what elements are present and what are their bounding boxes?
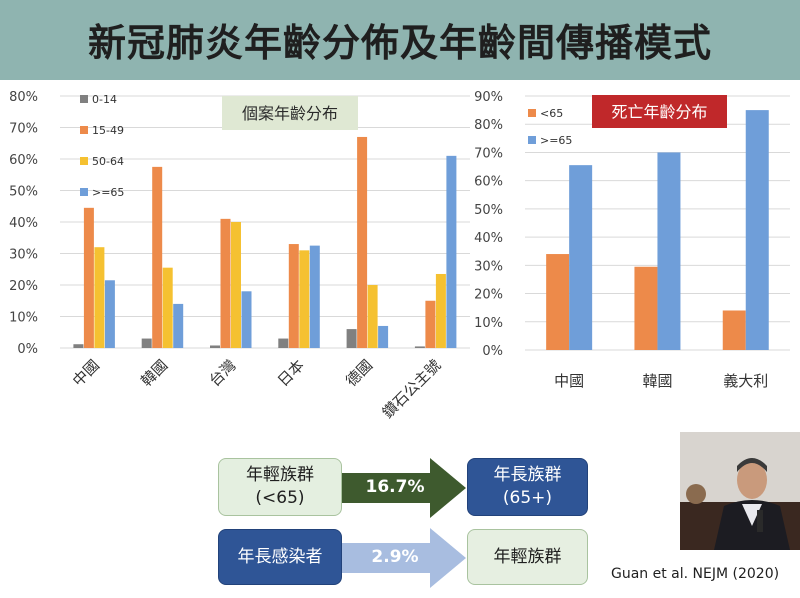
old-infected-box: 年長感染者 xyxy=(218,529,342,585)
bar xyxy=(162,267,173,348)
bar xyxy=(435,273,446,348)
bar xyxy=(83,207,94,348)
rate-old-to-young: 2.9% xyxy=(371,547,419,567)
x-tick-label: 鑽石公主號 xyxy=(379,356,445,422)
legend-swatch xyxy=(80,157,88,165)
y-tick-label: 80% xyxy=(9,90,38,105)
chart-title: 個案年齡分布 xyxy=(242,104,338,123)
legend-label: >=65 xyxy=(540,134,572,147)
chart-title: 死亡年齡分布 xyxy=(611,103,707,122)
legend-swatch xyxy=(80,95,88,103)
y-tick-label: 50% xyxy=(474,203,503,218)
bar xyxy=(745,110,769,350)
y-tick-label: 0% xyxy=(482,344,503,359)
chart-title-box xyxy=(222,96,358,130)
young-group-box-2: 年輕族群 xyxy=(467,529,588,585)
young-group-box: 年輕族群 (<65) xyxy=(218,458,342,516)
y-tick-label: 0% xyxy=(17,342,38,357)
y-tick-label: 60% xyxy=(474,175,503,190)
old-group-box: 年長族群 (65+) xyxy=(467,458,588,516)
bar xyxy=(288,244,299,348)
y-tick-label: 60% xyxy=(9,153,38,168)
legend-swatch xyxy=(528,109,536,117)
y-tick-label: 40% xyxy=(9,216,38,231)
bar xyxy=(278,338,289,348)
bar xyxy=(173,303,184,348)
y-tick-label: 20% xyxy=(9,279,38,294)
bar xyxy=(357,136,368,348)
bar xyxy=(546,254,570,350)
x-tick-label: 台灣 xyxy=(206,356,240,390)
bar xyxy=(425,300,436,348)
bar xyxy=(210,345,220,348)
x-tick-label: 中國 xyxy=(69,356,103,390)
y-tick-label: 30% xyxy=(474,259,503,274)
bar xyxy=(446,155,457,348)
legend-label: >=65 xyxy=(92,186,124,199)
y-tick-label: 70% xyxy=(9,122,38,137)
legend-label: 15-49 xyxy=(92,124,124,137)
x-tick-label: 德國 xyxy=(342,356,376,390)
y-tick-label: 80% xyxy=(474,118,503,133)
x-tick-label: 義大利 xyxy=(723,372,768,390)
transmission-arrow-dark xyxy=(342,458,466,518)
legend-swatch xyxy=(80,188,88,196)
bar xyxy=(231,222,241,348)
slide-title: 新冠肺炎年齡分佈及年齡間傳播模式 xyxy=(87,21,712,65)
speaker-video-thumbnail xyxy=(680,432,800,550)
y-tick-label: 10% xyxy=(9,311,38,326)
bar xyxy=(657,152,681,350)
bar xyxy=(152,166,163,348)
x-tick-label: 日本 xyxy=(274,356,308,390)
bar xyxy=(367,285,378,348)
legend-label: <65 xyxy=(540,107,563,120)
y-tick-label: 40% xyxy=(474,231,503,246)
legend-label: 0-14 xyxy=(92,93,117,106)
legend-swatch xyxy=(528,136,536,144)
bar xyxy=(73,344,84,348)
bar xyxy=(94,247,105,348)
bar xyxy=(141,338,152,348)
legend-label: 50-64 xyxy=(92,155,124,168)
y-tick-label: 10% xyxy=(474,316,503,331)
y-tick-label: 70% xyxy=(474,146,503,161)
y-tick-label: 50% xyxy=(9,185,38,200)
y-tick-label: 90% xyxy=(474,90,503,105)
x-tick-label: 韓國 xyxy=(137,356,171,390)
bar xyxy=(299,250,310,348)
transmission-arrow-light xyxy=(342,528,466,588)
bar xyxy=(220,218,231,348)
bar xyxy=(104,280,115,348)
bar xyxy=(346,329,357,348)
y-tick-label: 20% xyxy=(474,288,503,303)
y-tick-label: 30% xyxy=(9,248,38,263)
citation: Guan et al. NEJM (2020) xyxy=(611,566,780,582)
bar xyxy=(634,266,658,350)
x-tick-label: 韓國 xyxy=(642,372,672,390)
bar xyxy=(569,165,593,350)
bar xyxy=(722,310,746,350)
x-tick-label: 中國 xyxy=(554,372,584,390)
rate-young-to-old: 16.7% xyxy=(365,477,425,497)
bar xyxy=(241,291,252,348)
bar xyxy=(378,325,389,348)
chart-title-box xyxy=(592,95,727,128)
bar xyxy=(309,245,320,348)
bar xyxy=(414,346,425,348)
title-bar xyxy=(0,0,800,80)
legend-swatch xyxy=(80,126,88,134)
